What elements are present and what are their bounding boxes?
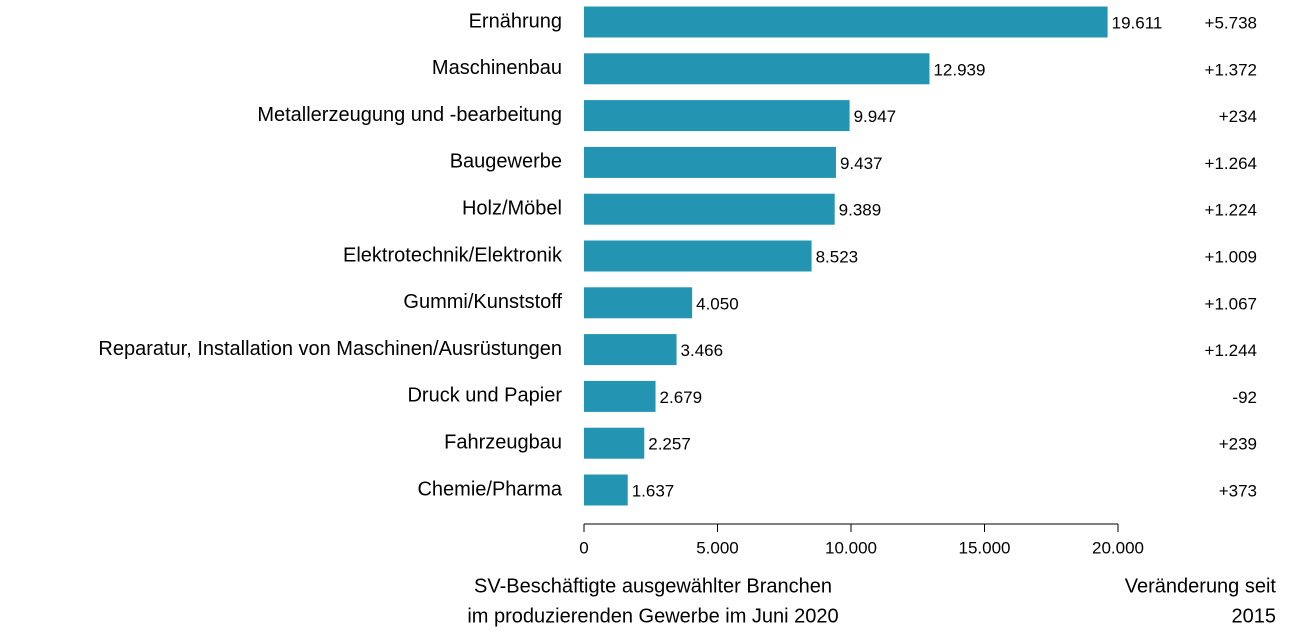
change-label: +1.009 bbox=[1205, 247, 1257, 266]
value-label: 3.466 bbox=[681, 341, 724, 360]
bar bbox=[584, 193, 835, 225]
bar bbox=[584, 240, 812, 272]
bar bbox=[584, 380, 656, 412]
change-label: +1.067 bbox=[1205, 294, 1257, 313]
bar bbox=[584, 146, 836, 178]
change-label: +1.244 bbox=[1205, 341, 1257, 360]
value-label: 2.257 bbox=[648, 435, 691, 454]
x-tick-label: 5.000 bbox=[696, 538, 739, 557]
category-label: Metallerzeugung und -bearbeitung bbox=[257, 104, 562, 126]
value-label: 1.637 bbox=[632, 481, 675, 500]
category-label: Gummi/Kunststoff bbox=[403, 291, 562, 313]
value-label: 19.611 bbox=[1112, 13, 1163, 32]
x-tick-label: 10.000 bbox=[825, 538, 877, 557]
category-label: Baugewerbe bbox=[450, 151, 562, 173]
change-title: 2015 bbox=[1232, 605, 1277, 627]
x-tick-label: 0 bbox=[579, 538, 588, 557]
value-label: 12.939 bbox=[933, 60, 985, 79]
bar bbox=[584, 474, 628, 506]
change-label: +373 bbox=[1219, 481, 1257, 500]
value-label: 9.437 bbox=[840, 154, 883, 173]
value-label: 8.523 bbox=[816, 247, 859, 266]
category-label: Ernährung bbox=[469, 10, 562, 32]
category-label: Druck und Papier bbox=[407, 385, 562, 407]
change-label: -92 bbox=[1232, 388, 1257, 407]
change-label: +1.264 bbox=[1205, 154, 1257, 173]
category-label: Chemie/Pharma bbox=[417, 478, 562, 500]
change-label: +1.372 bbox=[1205, 60, 1257, 79]
value-label: 9.389 bbox=[839, 201, 882, 220]
x-axis-title: im produzierenden Gewerbe im Juni 2020 bbox=[467, 605, 838, 627]
change-label: +234 bbox=[1219, 107, 1257, 126]
bar bbox=[584, 287, 693, 319]
bar bbox=[584, 427, 645, 459]
category-label: Holz/Möbel bbox=[462, 197, 562, 219]
value-label: 4.050 bbox=[696, 294, 739, 313]
change-label: +1.224 bbox=[1205, 201, 1257, 220]
value-label: 9.947 bbox=[854, 107, 897, 126]
x-tick-label: 15.000 bbox=[959, 538, 1011, 557]
bar bbox=[584, 334, 677, 366]
category-label: Fahrzeugbau bbox=[444, 431, 562, 453]
change-label: +5.738 bbox=[1205, 13, 1257, 32]
bar bbox=[584, 53, 930, 85]
value-label: 2.679 bbox=[660, 388, 703, 407]
bar bbox=[584, 100, 850, 132]
category-label: Maschinenbau bbox=[432, 57, 562, 79]
change-title: Veränderung seit bbox=[1125, 575, 1277, 597]
change-label: +239 bbox=[1219, 435, 1257, 454]
bar bbox=[584, 6, 1108, 38]
category-label: Reparatur, Installation von Maschinen/Au… bbox=[98, 338, 562, 360]
category-label: Elektrotechnik/Elektronik bbox=[343, 244, 563, 266]
x-axis-title: SV-Beschäftigte ausgewählter Branchen bbox=[474, 575, 832, 597]
x-tick-label: 20.000 bbox=[1092, 538, 1144, 557]
